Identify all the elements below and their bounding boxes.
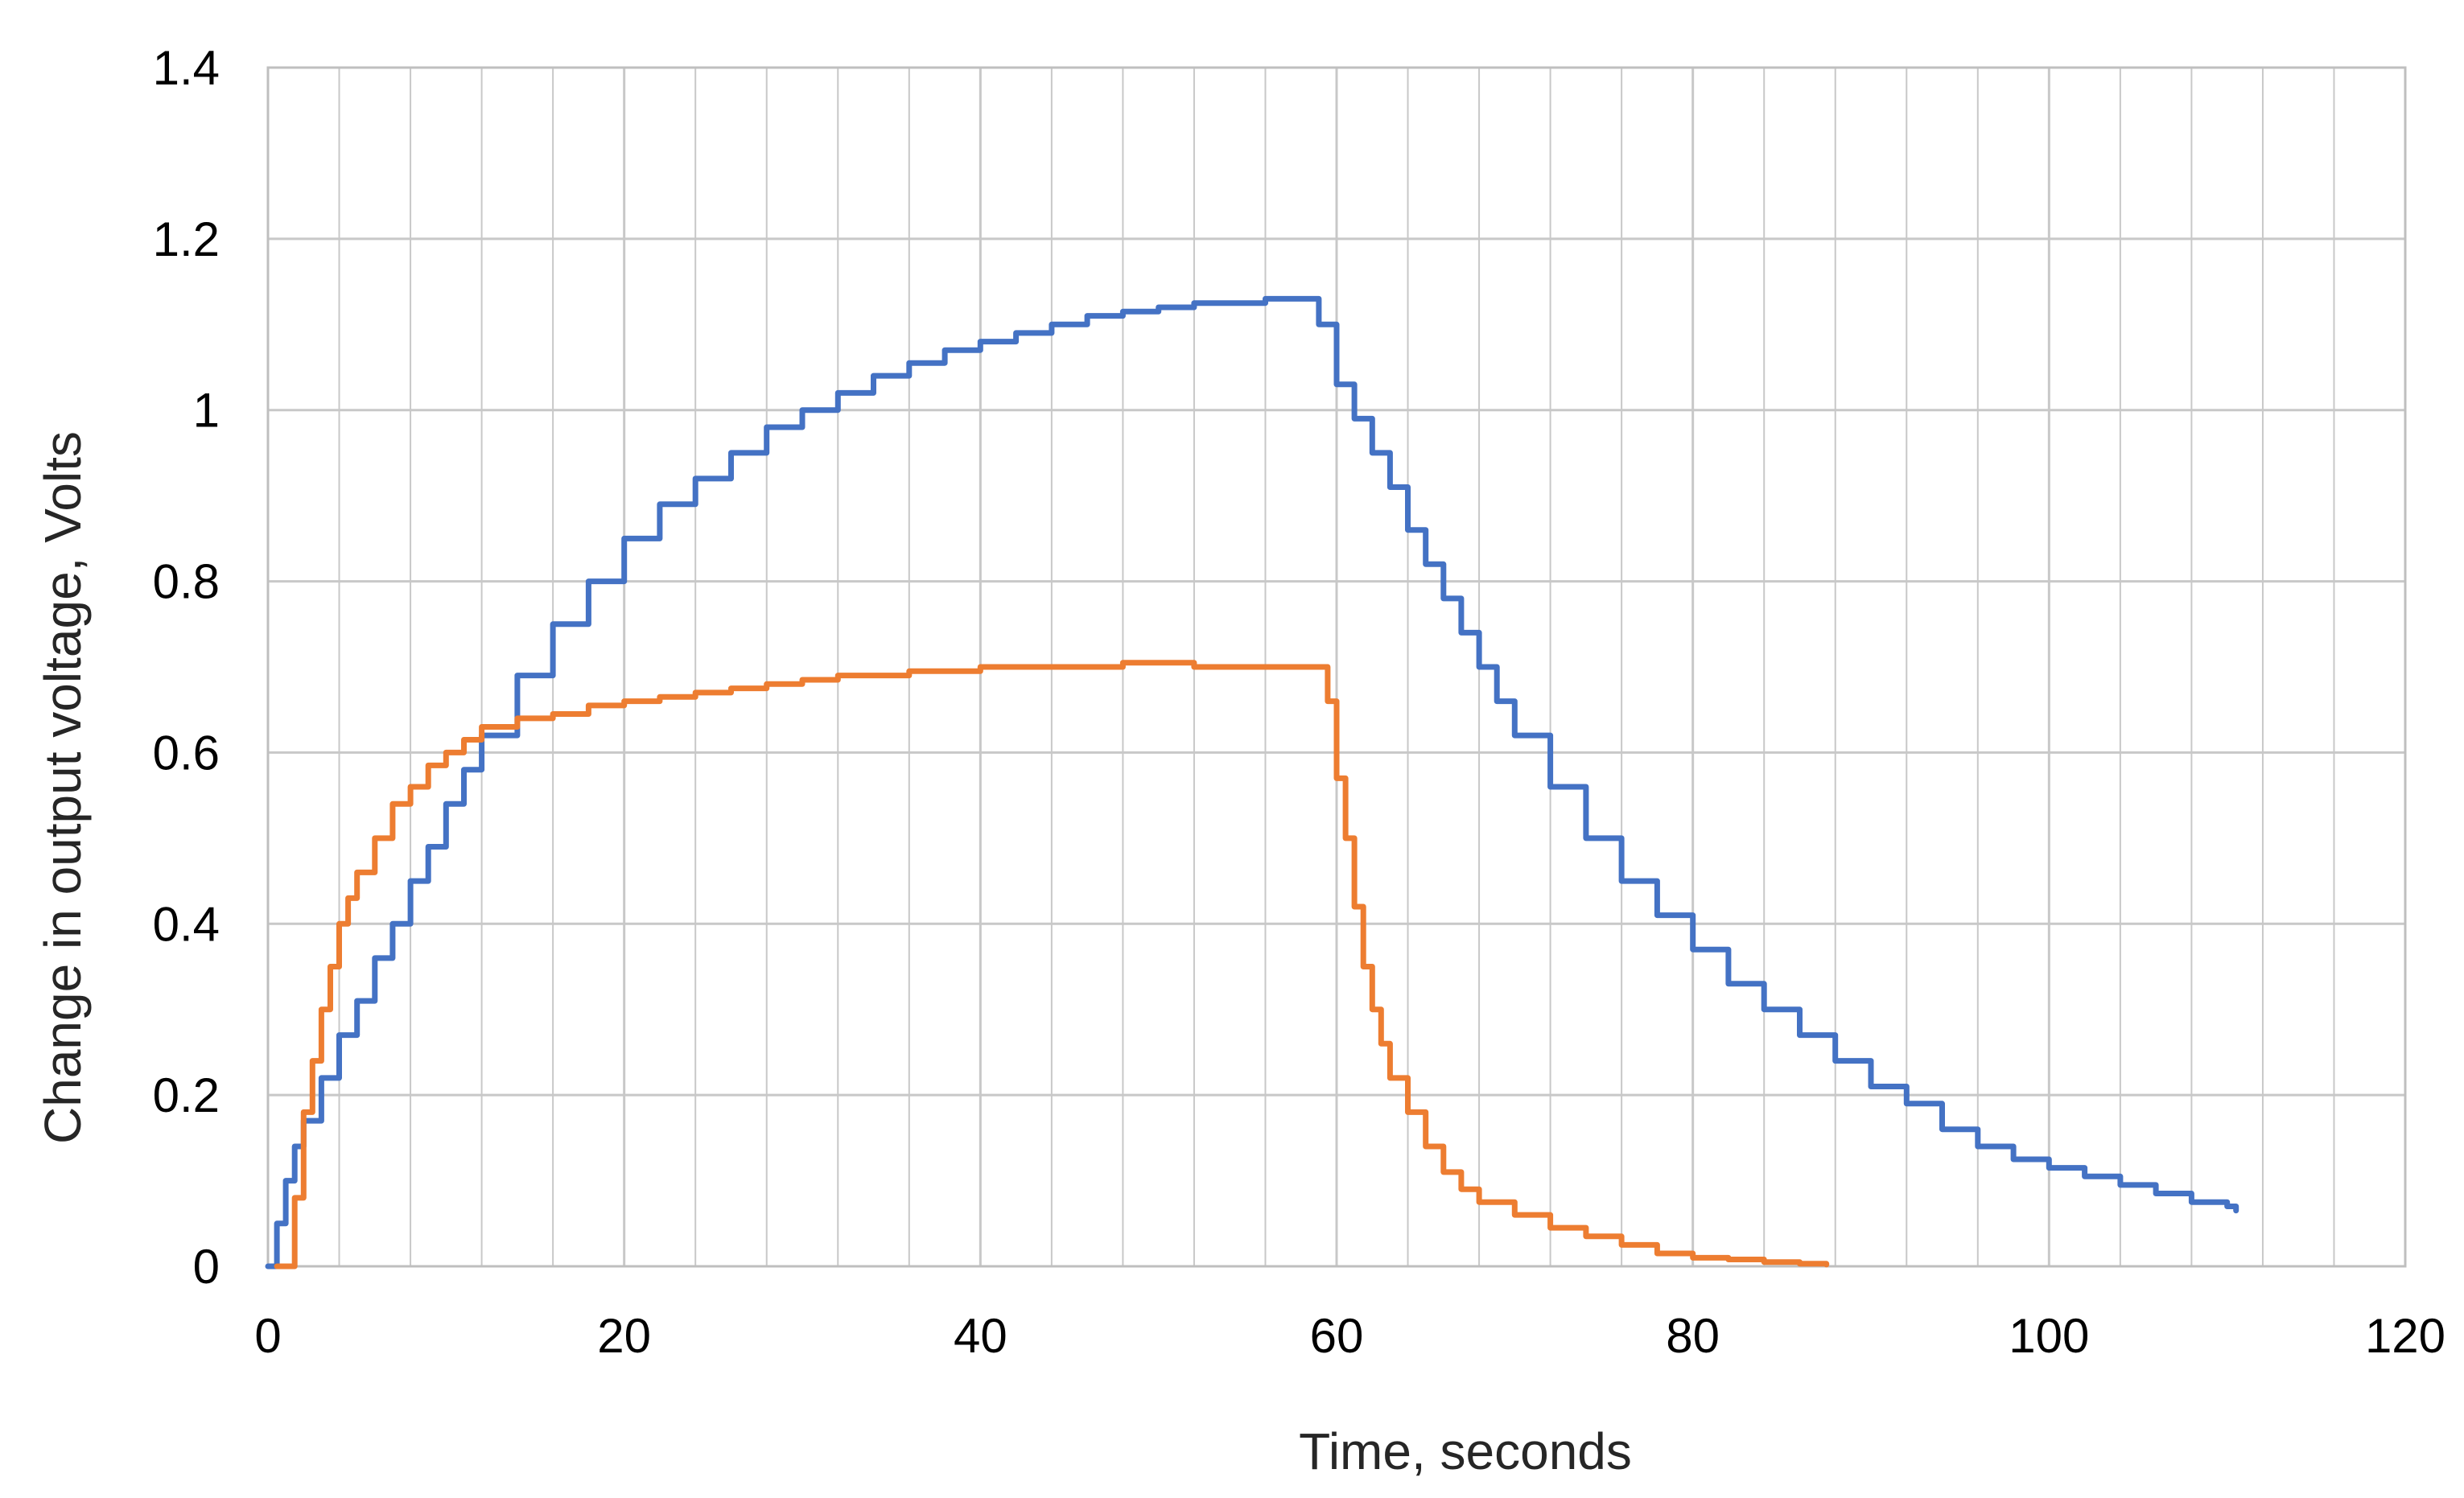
major-gridlines	[266, 66, 2407, 1268]
x-tick-label: 40	[954, 1309, 1007, 1363]
y-tick-label: 0.2	[153, 1068, 220, 1122]
x-tick-label: 60	[1310, 1309, 1364, 1363]
y-tick-label: 1.2	[153, 212, 220, 266]
y-tick-label: 1.4	[153, 41, 220, 95]
y-tick-label: 0.4	[153, 897, 220, 951]
x-axis-title: Time, seconds	[1299, 1422, 1632, 1480]
series-line-2	[274, 660, 1830, 1270]
y-axis-tick-labels: 0 0.2 0.4 0.6 0.8 1 1.2 1.4	[153, 41, 220, 1294]
y-tick-label: 0.8	[153, 555, 220, 609]
x-axis-tick-labels: 0 20 40 60 80 100 120	[254, 1309, 2445, 1363]
series-line-1	[265, 295, 2239, 1270]
x-tick-label: 100	[2009, 1309, 2089, 1363]
y-tick-label: 0	[193, 1240, 220, 1294]
y-tick-label: 1	[193, 384, 220, 438]
x-tick-label: 120	[2365, 1309, 2445, 1363]
series-layer	[265, 295, 2239, 1270]
x-tick-label: 80	[1666, 1309, 1720, 1363]
plot-area-frame	[266, 66, 2407, 1268]
y-tick-label: 0.6	[153, 726, 220, 780]
y-axis-title: Change in output voltage, Volts	[34, 431, 92, 1144]
x-tick-label: 20	[597, 1309, 651, 1363]
x-tick-label: 0	[254, 1309, 281, 1363]
